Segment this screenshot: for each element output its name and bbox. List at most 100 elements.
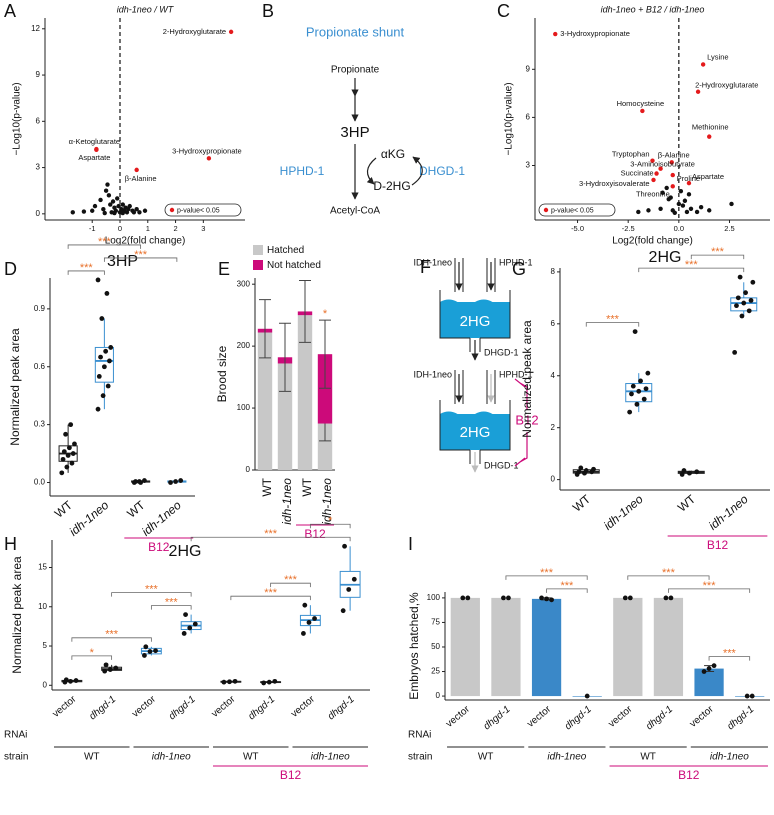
x-tick-label: dhgd-1 bbox=[482, 704, 513, 732]
group-label: B12 bbox=[148, 540, 170, 554]
data-point bbox=[694, 209, 700, 215]
panel-label: H bbox=[4, 534, 17, 554]
data-point bbox=[351, 576, 357, 582]
data-point bbox=[711, 663, 717, 669]
data-point bbox=[687, 470, 692, 476]
data-point bbox=[686, 192, 692, 197]
legend-box bbox=[164, 203, 242, 217]
data-point bbox=[221, 679, 227, 685]
y-tick-label: 6 bbox=[551, 319, 556, 328]
data-point bbox=[591, 466, 596, 472]
significance-bracket bbox=[668, 588, 751, 593]
data-point bbox=[143, 644, 149, 650]
x-axis-label: Log2(fold change) bbox=[612, 236, 693, 247]
data-point bbox=[549, 597, 554, 603]
data-point bbox=[72, 441, 77, 447]
bar-segment bbox=[257, 332, 273, 470]
y-tick-label: 300 bbox=[237, 279, 251, 288]
data-point bbox=[232, 678, 238, 684]
pipe bbox=[469, 450, 481, 464]
point-label: 3-Hydroxypropionate bbox=[172, 146, 242, 155]
y-tick-label: 0.9 bbox=[34, 304, 46, 313]
data-point bbox=[632, 329, 638, 335]
pipe bbox=[469, 338, 481, 352]
data-point bbox=[99, 316, 105, 321]
significance-bracket bbox=[111, 592, 192, 597]
data-point bbox=[70, 451, 76, 456]
data-point bbox=[187, 625, 193, 631]
y-axis-label: Normalized peak area bbox=[520, 320, 534, 438]
water-wave bbox=[440, 411, 510, 417]
x-tick-label: vector bbox=[210, 693, 238, 719]
chart-title: 2HG bbox=[649, 249, 682, 266]
significance-bracket bbox=[690, 254, 745, 260]
data-point bbox=[735, 295, 741, 301]
data-point bbox=[108, 202, 113, 207]
data-point bbox=[113, 665, 119, 671]
significance-label: *** bbox=[662, 567, 676, 579]
data-point bbox=[61, 449, 67, 455]
y-axis-label: Normalized peak area bbox=[8, 328, 22, 446]
row-label: strain bbox=[408, 752, 432, 763]
data-point bbox=[643, 386, 649, 392]
x-tick-label: vector bbox=[51, 693, 79, 719]
y-tick-label: 0 bbox=[36, 209, 41, 218]
data-point bbox=[115, 196, 120, 201]
data-point bbox=[669, 160, 674, 165]
x-tick-label: vector bbox=[289, 693, 317, 719]
point-label: Aspartate bbox=[692, 172, 724, 181]
group-label: B12 bbox=[707, 538, 729, 552]
data-point bbox=[120, 202, 125, 207]
y-tick-label: 12 bbox=[31, 24, 40, 33]
data-point bbox=[73, 678, 79, 683]
significance-bracket bbox=[150, 605, 192, 610]
panel-label: F bbox=[420, 257, 431, 277]
y-axis-label: −Log10(p-value) bbox=[504, 82, 515, 155]
strain-label: idh-1neo bbox=[710, 752, 749, 763]
panel-label: B bbox=[262, 1, 274, 21]
data-point bbox=[112, 210, 117, 216]
data-point bbox=[694, 469, 700, 475]
point-label: Methionine bbox=[692, 123, 729, 132]
data-point bbox=[686, 180, 692, 186]
panel-label: G bbox=[512, 259, 526, 279]
data-point bbox=[539, 595, 544, 601]
x-tick-label: WT bbox=[570, 492, 594, 515]
significance-bracket bbox=[585, 322, 640, 327]
group-label: B12 bbox=[678, 768, 700, 782]
error-bar bbox=[299, 279, 311, 343]
data-point bbox=[227, 679, 232, 685]
data-point bbox=[668, 595, 674, 601]
x-tick-label: WT bbox=[300, 477, 314, 496]
point-label: 3-Hydroxypropionate bbox=[560, 29, 630, 38]
data-point bbox=[302, 602, 308, 608]
x-tick-label: dhgd-1 bbox=[644, 704, 675, 732]
data-point bbox=[103, 662, 109, 668]
y-tick-label: 9 bbox=[36, 70, 41, 79]
arrow bbox=[366, 157, 377, 185]
group-label: B12 bbox=[280, 768, 302, 782]
data-point bbox=[583, 468, 589, 473]
point-label: 2-Hydroxyglutarate bbox=[695, 81, 758, 90]
x-tick-label: dhgd-1 bbox=[87, 694, 118, 722]
node: Acetyl-CoA bbox=[330, 206, 380, 217]
enzyme: DHGD-1 bbox=[419, 164, 465, 178]
tank-label: 2HG bbox=[460, 424, 491, 441]
point-label: Aspartate bbox=[78, 153, 110, 162]
data-point bbox=[101, 207, 106, 212]
point-label: 2-Hydroxyglutarate bbox=[163, 27, 226, 36]
y-tick-label: 9 bbox=[526, 64, 531, 73]
panel-label: A bbox=[4, 1, 16, 21]
panel-label: D bbox=[4, 259, 17, 279]
y-tick-label: 8 bbox=[551, 267, 556, 276]
data-point bbox=[138, 480, 144, 485]
data-point bbox=[60, 456, 66, 462]
legend-swatch bbox=[253, 260, 263, 270]
significance-label: *** bbox=[284, 574, 298, 586]
data-point bbox=[59, 470, 65, 476]
data-point bbox=[98, 197, 103, 203]
point-label: Proline bbox=[677, 174, 700, 183]
data-point bbox=[465, 595, 471, 601]
point-label: Lysine bbox=[707, 52, 728, 61]
y-tick-label: 4 bbox=[551, 371, 556, 380]
